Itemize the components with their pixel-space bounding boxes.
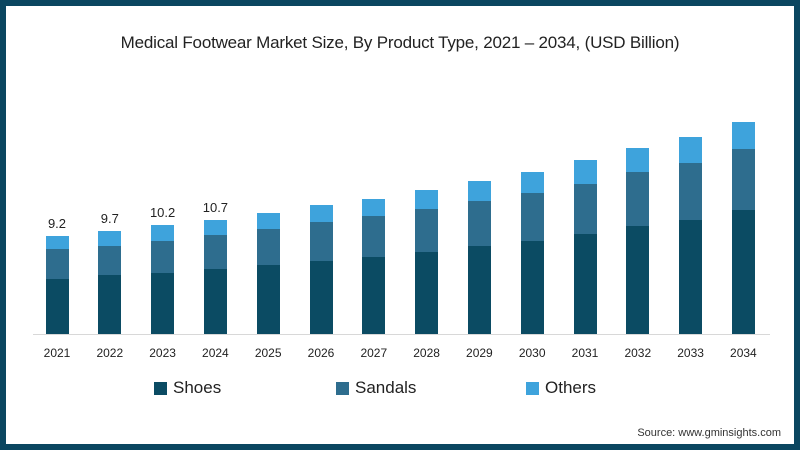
- x-tick-label: 2025: [254, 346, 282, 360]
- bar-2029: [467, 180, 491, 334]
- data-label: 9.2: [47, 216, 67, 232]
- bar-segment-sandals: [520, 193, 544, 242]
- bar-segment-shoes: [679, 220, 703, 334]
- legend-item-shoes: Shoes: [154, 378, 221, 398]
- data-label: 10.2: [149, 205, 176, 221]
- bar-segment-others: [98, 230, 122, 246]
- bar-2024: [203, 220, 227, 334]
- bar-segment-others: [467, 180, 491, 201]
- bar-2030: [520, 172, 544, 334]
- bar-segment-others: [731, 122, 755, 149]
- bar-segment-sandals: [362, 215, 386, 258]
- bar-2021: [45, 236, 69, 334]
- bar-segment-sandals: [45, 248, 69, 279]
- bar-segment-others: [256, 212, 280, 229]
- bar-segment-shoes: [467, 245, 491, 334]
- bar-segment-shoes: [151, 273, 175, 334]
- bar-2026: [309, 205, 333, 334]
- bar-segment-others: [573, 160, 597, 184]
- x-tick-label: 2034: [730, 346, 757, 360]
- legend-swatch-icon: [526, 381, 539, 395]
- x-axis-line: [33, 334, 770, 335]
- source-note: Source: www.gminsights.com: [637, 427, 781, 439]
- data-label: 10.7: [202, 200, 229, 216]
- bar-segment-others: [309, 205, 333, 223]
- bar-segment-others: [520, 172, 544, 194]
- bar-segment-sandals: [573, 183, 597, 234]
- bar-segment-others: [151, 225, 175, 242]
- bar-2028: [415, 190, 439, 334]
- bar-segment-sandals: [98, 245, 122, 276]
- x-tick-label: 2021: [43, 346, 71, 360]
- legend-label: Sandals: [355, 378, 417, 397]
- legend-label: Others: [545, 378, 597, 397]
- legend-swatch-icon: [154, 381, 167, 395]
- bar-segment-sandals: [679, 162, 703, 221]
- x-tick-label: 2026: [307, 346, 335, 360]
- x-tick-label: 2030: [518, 346, 546, 360]
- x-tick-label: 2027: [360, 346, 388, 360]
- chart-title: Medical Footwear Market Size, By Product…: [120, 33, 680, 52]
- bar-segment-shoes: [98, 275, 122, 334]
- legend-item-others: Others: [526, 378, 596, 398]
- bar-segment-others: [679, 136, 703, 163]
- bar-segment-others: [626, 147, 650, 173]
- bar-segment-shoes: [362, 257, 386, 334]
- bar-segment-others: [362, 198, 386, 216]
- bar-segment-sandals: [415, 209, 439, 252]
- bar-segment-others: [45, 236, 69, 249]
- bar-2033: [679, 136, 703, 334]
- bar-2027: [362, 198, 386, 334]
- x-tick-label: 2032: [624, 346, 652, 360]
- x-tick-label: 2029: [466, 346, 493, 360]
- bar-2031: [573, 160, 597, 334]
- chart-frame: [6, 6, 794, 444]
- bar-2034: [731, 122, 755, 334]
- bar-segment-shoes: [626, 226, 650, 334]
- bar-segment-sandals: [467, 200, 491, 246]
- bar-segment-others: [203, 220, 227, 235]
- bar-segment-sandals: [731, 148, 755, 211]
- bar-segment-shoes: [415, 251, 439, 334]
- x-tick-label: 2033: [677, 346, 704, 360]
- x-tick-label: 2031: [571, 346, 599, 360]
- bar-2032: [626, 147, 650, 334]
- bar-2023: [151, 225, 175, 334]
- legend-swatch-icon: [336, 381, 349, 395]
- x-tick-label: 2024: [202, 346, 229, 360]
- bar-segment-shoes: [520, 241, 544, 334]
- bar-segment-shoes: [309, 260, 333, 334]
- x-tick-label: 2028: [413, 346, 440, 360]
- bar-segment-sandals: [256, 228, 280, 265]
- bar-segment-sandals: [309, 222, 333, 261]
- bar-2022: [98, 230, 122, 334]
- bar-segment-shoes: [256, 264, 280, 334]
- bar-segment-sandals: [626, 172, 650, 227]
- bar-segment-shoes: [203, 269, 227, 334]
- bar-segment-shoes: [45, 278, 69, 334]
- legend-item-sandals: Sandals: [336, 378, 416, 398]
- bar-segment-sandals: [151, 241, 175, 274]
- bar-segment-shoes: [573, 233, 597, 334]
- x-tick-label: 2023: [149, 346, 176, 360]
- legend-label: Shoes: [173, 378, 222, 397]
- data-label: 9.7: [100, 210, 119, 226]
- bar-segment-shoes: [731, 210, 755, 334]
- bar-segment-sandals: [203, 234, 227, 270]
- x-tick-label: 2022: [96, 346, 124, 360]
- bar-2025: [256, 212, 280, 334]
- bar-segment-others: [415, 190, 439, 210]
